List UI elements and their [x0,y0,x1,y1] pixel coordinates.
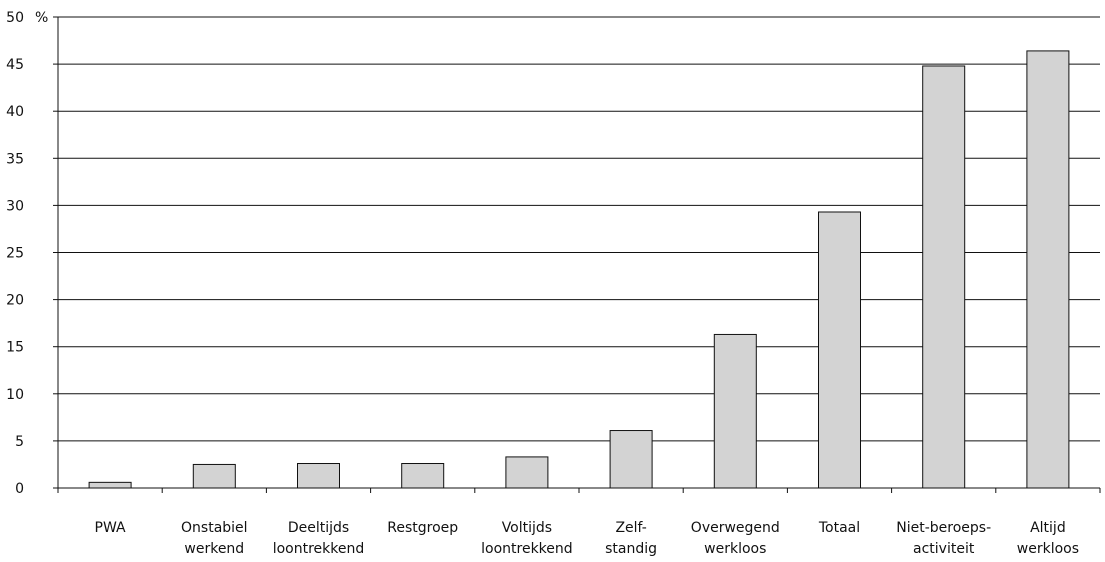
bar [401,463,445,489]
x-category-label-line: PWA [95,520,127,536]
y-tick-label: 0 [15,481,24,497]
y-tick-label: 40 [6,104,24,120]
x-category-label-line: loontrekkend [481,541,573,557]
x-category-label-line: Altijd [1030,520,1066,536]
bar [1026,50,1070,489]
y-unit-label: % [35,10,48,26]
x-category-label-line: Voltijds [502,520,552,536]
x-category-label-line: Overwegend [691,520,780,536]
bar [297,463,340,489]
x-category-label: PWA [95,520,127,536]
x-category-label: Totaal [818,520,860,536]
x-category-label-line: standig [605,541,657,557]
x-category-label: Overwegend werkloos [691,520,780,557]
y-tick-label: 10 [6,387,24,403]
x-category-label-line: Totaal [818,520,860,536]
bars [88,50,1070,489]
y-tick-labels: 0 5 10 15 20 25 30 35 40 45 50 [6,10,24,497]
y-tick-label: 45 [6,57,24,73]
y-tick-label: 25 [6,246,24,262]
y-tick-label: 5 [15,434,24,450]
x-category-labels: PWA Onstabiel werkend Deeltijds loontrekkend… [95,520,1079,557]
y-tick-label: 30 [6,198,24,214]
x-category-label-line: Restgroep [387,520,458,536]
x-category-label: Altijd werkloos [1017,520,1079,557]
y-tick-label: 50 [6,10,24,26]
bar [818,211,861,489]
x-category-label: Voltijds loontrekkend [481,520,573,557]
x-category-label: Zelf-standig [605,520,657,557]
bar [88,481,132,489]
y-tick-label: 15 [6,340,24,356]
x-category-label-line: Niet-beroeps- [896,520,991,536]
y-tick-label: 20 [6,293,24,309]
x-category-label-line: werkloos [704,541,766,557]
gridlines [58,16,1100,442]
x-category-label: Niet-beroeps-activiteit [896,520,991,557]
x-category-label-line: werkloos [1017,541,1079,557]
x-category-label-line: loontrekkend [273,541,365,557]
x-category-label: Deeltijds loontrekkend [273,520,365,557]
x-category-label: Restgroep [387,520,458,536]
axes [53,16,1101,493]
x-category-label-line: Zelf- [615,520,646,536]
x-category-label-line: Deeltijds [288,520,349,536]
x-category-label-line: werkend [184,541,244,557]
bar [192,463,236,489]
x-category-label-line: activiteit [913,541,975,557]
y-tick-label: 35 [6,151,24,167]
x-category-label-line: Onstabiel [181,520,248,536]
bar [505,456,549,489]
bar [713,333,757,489]
bar [922,65,966,489]
x-category-label: Onstabiel werkend [181,520,248,557]
bar [609,430,653,489]
